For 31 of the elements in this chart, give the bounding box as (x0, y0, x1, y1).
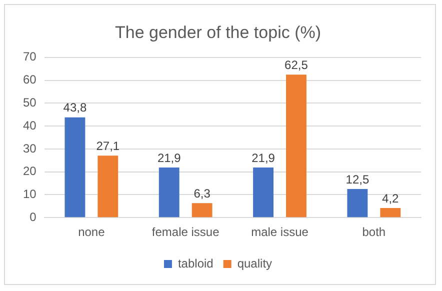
data-label: 6,3 (194, 186, 211, 200)
legend-label: tabloid (178, 256, 214, 270)
bar (347, 188, 368, 218)
data-label: 12,5 (346, 172, 370, 186)
y-tick-label: 10 (22, 187, 37, 202)
data-label: 27,1 (96, 138, 120, 153)
y-tick-label: 60 (22, 72, 37, 87)
data-label: 43,8 (63, 100, 87, 115)
bar (158, 167, 180, 218)
data-label: 62,5 (284, 58, 308, 72)
bar (380, 208, 401, 218)
chart-title: The gender of the topic (%) (114, 22, 322, 42)
y-tick-label: 40 (22, 118, 37, 132)
bar (64, 117, 86, 218)
legend-label: quality (237, 256, 272, 270)
x-tick-label: both (362, 225, 386, 240)
data-label: 21,9 (252, 150, 276, 165)
x-tick-label: male issue (251, 225, 309, 240)
y-tick-label: 70 (22, 50, 37, 64)
bar (253, 167, 274, 218)
data-label: 4,2 (382, 191, 400, 206)
y-tick-label: 0 (30, 210, 37, 224)
bar (192, 203, 212, 218)
y-tick-label: 20 (22, 164, 37, 178)
bar (286, 74, 306, 218)
x-tick-label: none (78, 225, 106, 240)
y-tick-label: 30 (22, 141, 37, 156)
data-label: 21,9 (157, 150, 182, 165)
y-tick-label: 50 (22, 95, 37, 110)
x-tick-label: female issue (152, 225, 220, 240)
bar (98, 156, 118, 218)
